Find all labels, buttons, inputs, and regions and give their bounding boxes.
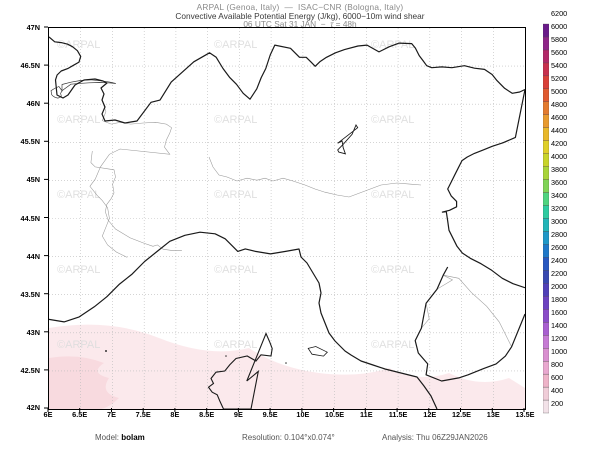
svg-text:©ARPAL: ©ARPAL <box>214 189 257 201</box>
svg-text:©ARPAL: ©ARPAL <box>214 39 257 51</box>
svg-text:©ARPAL: ©ARPAL <box>57 114 100 126</box>
svg-text:©ARPAL: ©ARPAL <box>214 264 257 276</box>
svg-text:©ARPAL: ©ARPAL <box>57 339 100 351</box>
svg-text:©ARPAL: ©ARPAL <box>214 114 257 126</box>
svg-text:©ARPAL: ©ARPAL <box>57 39 100 51</box>
svg-text:©ARPAL: ©ARPAL <box>371 189 414 201</box>
svg-text:©ARPAL: ©ARPAL <box>214 339 257 351</box>
svg-text:©ARPAL: ©ARPAL <box>57 189 100 201</box>
svg-text:©ARPAL: ©ARPAL <box>371 114 414 126</box>
svg-text:©ARPAL: ©ARPAL <box>371 339 414 351</box>
svg-text:©ARPAL: ©ARPAL <box>57 264 100 276</box>
svg-text:©ARPAL: ©ARPAL <box>371 264 414 276</box>
